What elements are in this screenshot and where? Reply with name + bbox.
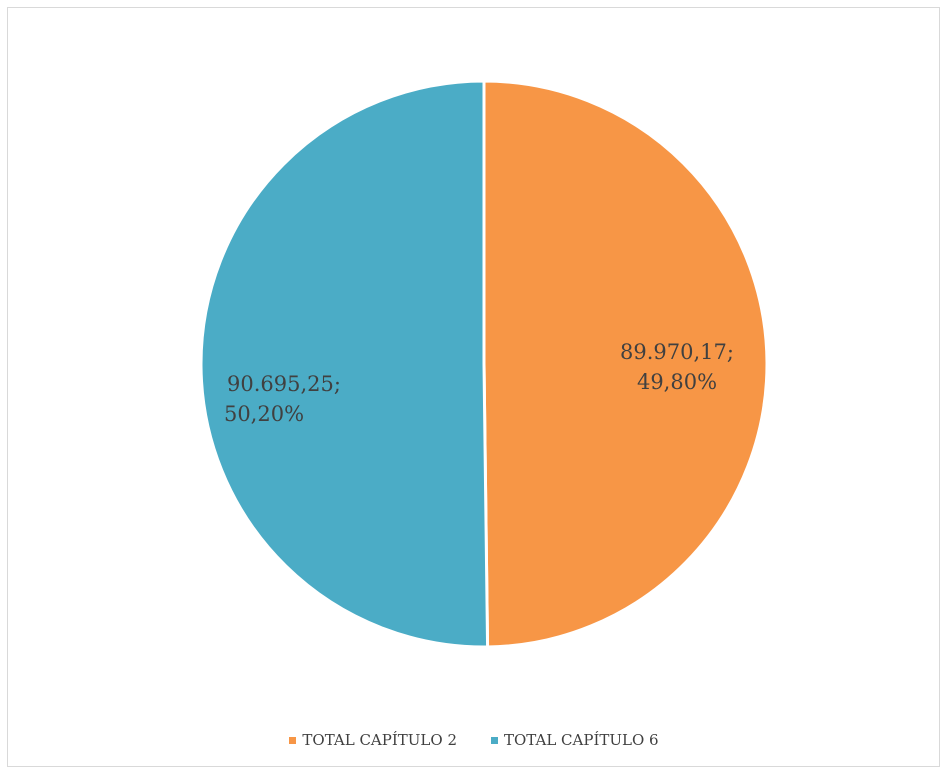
pie-slice-1 bbox=[482, 79, 769, 649]
pie-slice-2 bbox=[199, 79, 490, 649]
legend-label-capitulo-6: TOTAL CAPÍTULO 6 bbox=[504, 731, 659, 749]
legend-item-capitulo-2: TOTAL CAPÍTULO 2 bbox=[289, 731, 457, 749]
data-label-capitulo-2-value: 89.970,17; bbox=[620, 340, 734, 364]
legend-item-capitulo-6: TOTAL CAPÍTULO 6 bbox=[491, 731, 659, 749]
data-label-capitulo-2-percent: 49,80% bbox=[637, 370, 717, 394]
data-label-capitulo-6-percent: 50,20% bbox=[224, 402, 304, 426]
legend-label-capitulo-2: TOTAL CAPÍTULO 2 bbox=[302, 731, 457, 749]
data-label-capitulo-6-value: 90.695,25; bbox=[227, 372, 341, 396]
legend: TOTAL CAPÍTULO 2 TOTAL CAPÍTULO 6 bbox=[0, 731, 948, 749]
legend-swatch-capitulo-6 bbox=[491, 736, 498, 744]
legend-swatch-capitulo-2 bbox=[289, 736, 297, 744]
